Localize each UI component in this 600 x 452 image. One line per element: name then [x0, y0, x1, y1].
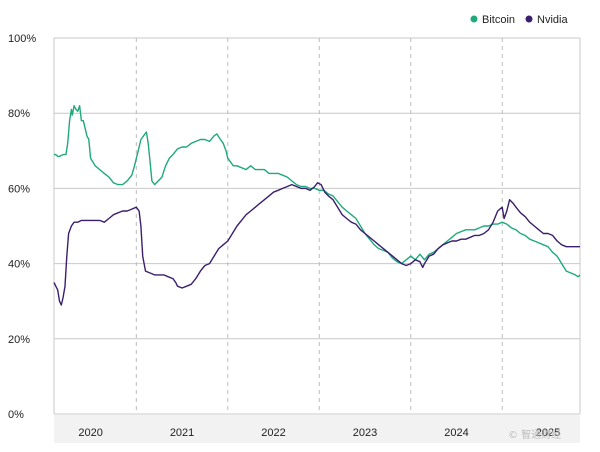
series-line-nvidia: [53, 182, 580, 306]
x-axis-band: [54, 415, 580, 443]
x-tick-label: 2020: [78, 427, 102, 439]
y-axis: 0% 20% 40% 60% 80% 100%: [8, 33, 36, 421]
gridlines: [53, 37, 581, 415]
legend-label-bitcoin: Bitcoin: [482, 14, 515, 26]
y-tick-label: 40%: [8, 259, 30, 271]
legend: Bitcoin Nvidia: [470, 14, 568, 26]
x-tick-label: 2023: [353, 427, 377, 439]
series-lines: [53, 105, 581, 306]
x-axis: 2020 2021 2022 2023 2024 2025: [54, 415, 580, 443]
x-tick-label: 2021: [170, 427, 194, 439]
y-tick-label: 0%: [8, 409, 24, 421]
x-tick-label: 2025: [536, 427, 560, 439]
legend-marker-bitcoin: [470, 15, 478, 23]
watermark: © 智通财经: [508, 428, 561, 441]
x-tick-label: 2024: [444, 427, 468, 439]
legend-marker-nvidia: [525, 15, 533, 23]
legend-label-nvidia: Nvidia: [537, 14, 568, 26]
x-tick-label: 2022: [261, 427, 285, 439]
y-tick-label: 100%: [8, 33, 36, 45]
y-tick-label: 60%: [8, 183, 30, 195]
series-line-bitcoin: [54, 105, 581, 278]
y-tick-label: 20%: [8, 334, 30, 346]
y-tick-label: 80%: [8, 108, 30, 120]
